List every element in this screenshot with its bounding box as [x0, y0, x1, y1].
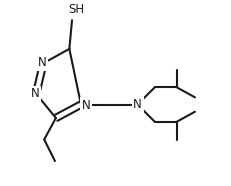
Text: SH: SH — [68, 3, 84, 16]
Text: N: N — [31, 87, 40, 100]
Text: N: N — [38, 56, 47, 69]
Text: N: N — [82, 99, 90, 112]
Text: N: N — [133, 98, 141, 111]
